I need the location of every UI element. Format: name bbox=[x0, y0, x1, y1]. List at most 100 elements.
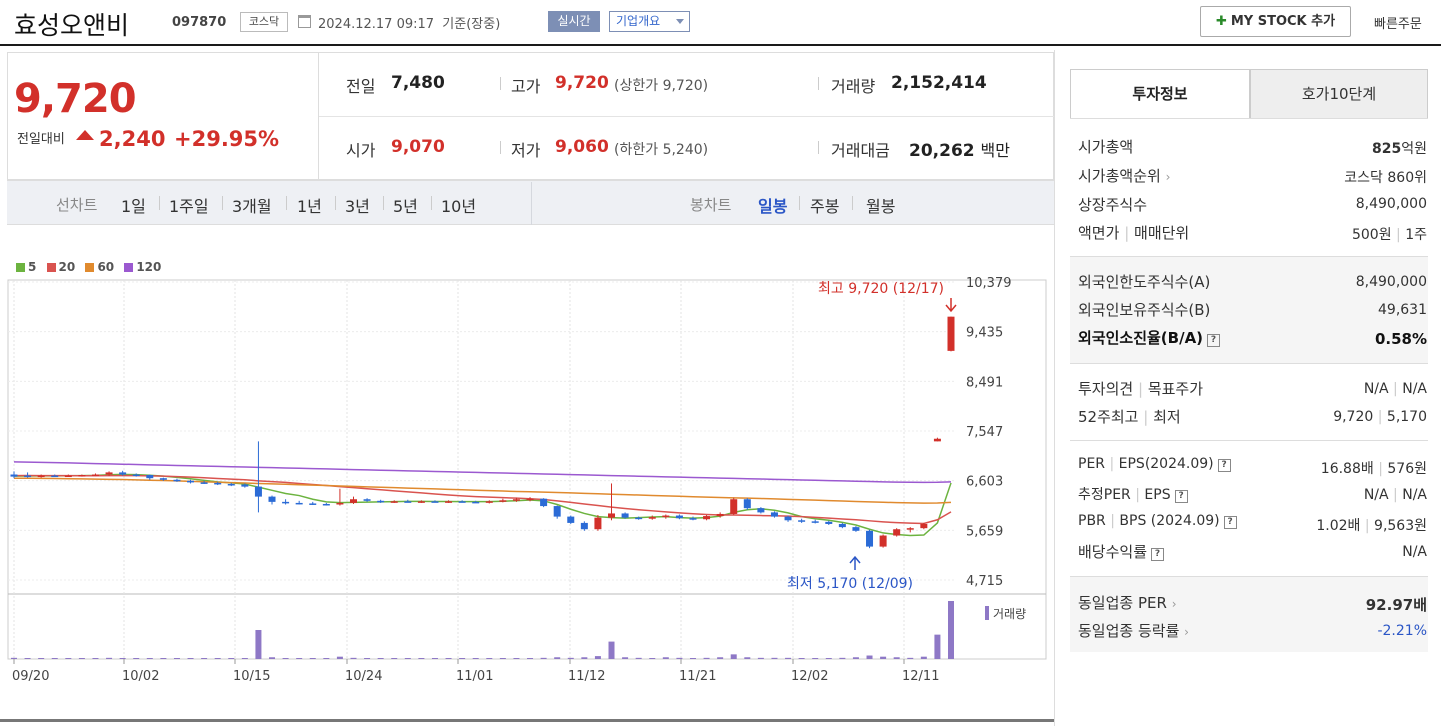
volume-bar bbox=[201, 658, 208, 659]
scrollbar-track[interactable] bbox=[0, 719, 1054, 722]
volume-bar bbox=[662, 657, 669, 659]
candle-body bbox=[757, 508, 765, 513]
period-1w[interactable]: 1주일 bbox=[169, 197, 209, 216]
candle-body bbox=[635, 517, 643, 520]
candle-monthly[interactable]: 월봉 bbox=[866, 197, 896, 216]
per-eps-value: 16.88배 | 576원 bbox=[1320, 461, 1427, 477]
chevron-right-icon: › bbox=[1184, 625, 1189, 639]
tab-quote-10[interactable]: 호가10단계 bbox=[1250, 69, 1428, 119]
ma5-line bbox=[13, 473, 952, 537]
period-10y[interactable]: 10년 bbox=[441, 197, 477, 216]
volume-bar bbox=[893, 657, 900, 659]
period-1y[interactable]: 1년 bbox=[297, 197, 322, 216]
help-icon[interactable]: ? bbox=[1174, 490, 1188, 503]
open-label: 시가 bbox=[346, 141, 376, 160]
down-arrow-icon bbox=[945, 298, 957, 313]
ma60-label: 60 bbox=[97, 260, 115, 274]
divider bbox=[319, 116, 1054, 117]
candle-chart-label: 봉차트 bbox=[690, 196, 732, 214]
cap-rank-label[interactable]: 시가총액순위 › bbox=[1078, 167, 1171, 185]
volume-bar bbox=[282, 658, 289, 659]
period-3y[interactable]: 3년 bbox=[345, 197, 370, 216]
volume-bar bbox=[418, 658, 425, 659]
divider bbox=[818, 77, 819, 90]
candle-body bbox=[309, 503, 317, 505]
candle-weekly[interactable]: 주봉 bbox=[810, 197, 840, 216]
volume-bar bbox=[119, 658, 126, 659]
right-info-panel bbox=[1054, 50, 1441, 726]
candle-body bbox=[580, 522, 588, 530]
industry-per-label[interactable]: 동일업종 PER › bbox=[1078, 594, 1177, 612]
period-3m[interactable]: 3개월 bbox=[232, 197, 272, 216]
candle-body bbox=[770, 512, 778, 517]
volume-legend-label: 거래량 bbox=[993, 607, 1026, 621]
pbr-bps-value: 1.02배 | 9,563원 bbox=[1316, 518, 1427, 534]
candle-body bbox=[798, 520, 806, 522]
foreign-ratio-value: 0.58% bbox=[1374, 330, 1427, 348]
period-5y[interactable]: 5년 bbox=[393, 197, 418, 216]
candle-body bbox=[567, 516, 575, 523]
candle-body bbox=[10, 474, 18, 477]
volume-bar bbox=[581, 657, 588, 659]
candle-body bbox=[608, 513, 616, 518]
candle-body bbox=[159, 478, 167, 480]
candle-body bbox=[37, 475, 45, 478]
low-label: 저가 bbox=[511, 141, 541, 160]
ma120-swatch bbox=[124, 263, 134, 272]
volume-bar bbox=[472, 658, 479, 659]
candlestick-chart[interactable]: 09/20 10/02 10/15 10/24 11/01 11/12 11/21 12/02… bbox=[0, 270, 1054, 720]
industry-change-label[interactable]: 동일업종 등락률 › bbox=[1078, 622, 1189, 640]
candle-daily[interactable]: 일봉 bbox=[758, 197, 788, 216]
help-icon[interactable]: ? bbox=[1217, 459, 1231, 472]
volume-bar bbox=[798, 658, 805, 659]
volume-bar bbox=[51, 658, 58, 659]
dividend-label: 배당수익률? bbox=[1078, 541, 1165, 562]
divider bbox=[431, 196, 432, 210]
high-annotation: 최고 9,720 (12/17) bbox=[818, 281, 944, 297]
volume-bar bbox=[608, 641, 615, 659]
volume-bar bbox=[486, 658, 493, 659]
volume-value: 2,152,414 bbox=[891, 73, 987, 93]
volume-bar bbox=[594, 656, 601, 659]
y-tick-label: 9,435 bbox=[966, 326, 1003, 341]
up-arrow-icon bbox=[849, 555, 861, 570]
volume-bar bbox=[445, 658, 452, 659]
candle-body bbox=[349, 499, 357, 503]
x-tick-label: 12/11 bbox=[902, 669, 939, 684]
divider bbox=[1070, 256, 1428, 257]
help-icon[interactable]: ? bbox=[1207, 334, 1221, 347]
chart-nav-bar bbox=[7, 180, 1054, 225]
company-overview-dropdown[interactable]: 기업개요 bbox=[609, 11, 690, 32]
y-tick-label: 10,379 bbox=[966, 276, 1012, 291]
volume-bar bbox=[757, 657, 764, 659]
volume-bar bbox=[309, 658, 316, 659]
candle-body bbox=[51, 475, 59, 478]
volume-bar bbox=[622, 657, 629, 659]
volume-bar bbox=[269, 657, 276, 659]
period-1d[interactable]: 1일 bbox=[121, 197, 146, 216]
quick-order-link[interactable]: 빠른주문 bbox=[1374, 17, 1422, 32]
volume-bar bbox=[228, 658, 235, 659]
stock-header bbox=[0, 0, 1441, 46]
divider bbox=[818, 141, 819, 154]
tab-investment-info[interactable]: 투자정보 bbox=[1070, 69, 1250, 119]
volume-bar bbox=[717, 657, 724, 659]
realtime-button[interactable]: 실시간 bbox=[548, 11, 600, 32]
candle-body bbox=[363, 499, 371, 501]
cap-rank-value: 코스닥 860위 bbox=[1344, 170, 1427, 186]
x-tick-label: 10/15 bbox=[233, 669, 270, 684]
ma-legend: 5 20 60 120 bbox=[16, 260, 161, 274]
y-tick-label: 6,603 bbox=[966, 475, 1003, 490]
opinion-value: N/A | N/A bbox=[1363, 381, 1427, 397]
help-icon[interactable]: ? bbox=[1223, 516, 1237, 529]
x-tick-label: 09/20 bbox=[12, 669, 49, 684]
x-tick-label: 10/02 bbox=[122, 669, 159, 684]
x-tick-label: 11/12 bbox=[568, 669, 605, 684]
par-unit-label: 액면가 | 매매단위 bbox=[1078, 224, 1190, 242]
candle-body bbox=[920, 523, 928, 529]
my-stock-add-button[interactable]: ✚ MY STOCK 추가 bbox=[1200, 6, 1351, 37]
help-icon[interactable]: ? bbox=[1151, 548, 1165, 561]
volume-bar bbox=[703, 657, 710, 659]
candle-body bbox=[811, 521, 819, 523]
candle-body bbox=[852, 527, 860, 531]
